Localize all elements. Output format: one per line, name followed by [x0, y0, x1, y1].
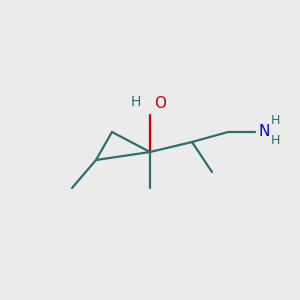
Text: H: H [271, 134, 281, 148]
Text: N: N [258, 124, 269, 139]
Text: O: O [154, 96, 166, 111]
Text: H: H [131, 95, 141, 109]
Text: H: H [271, 115, 281, 128]
